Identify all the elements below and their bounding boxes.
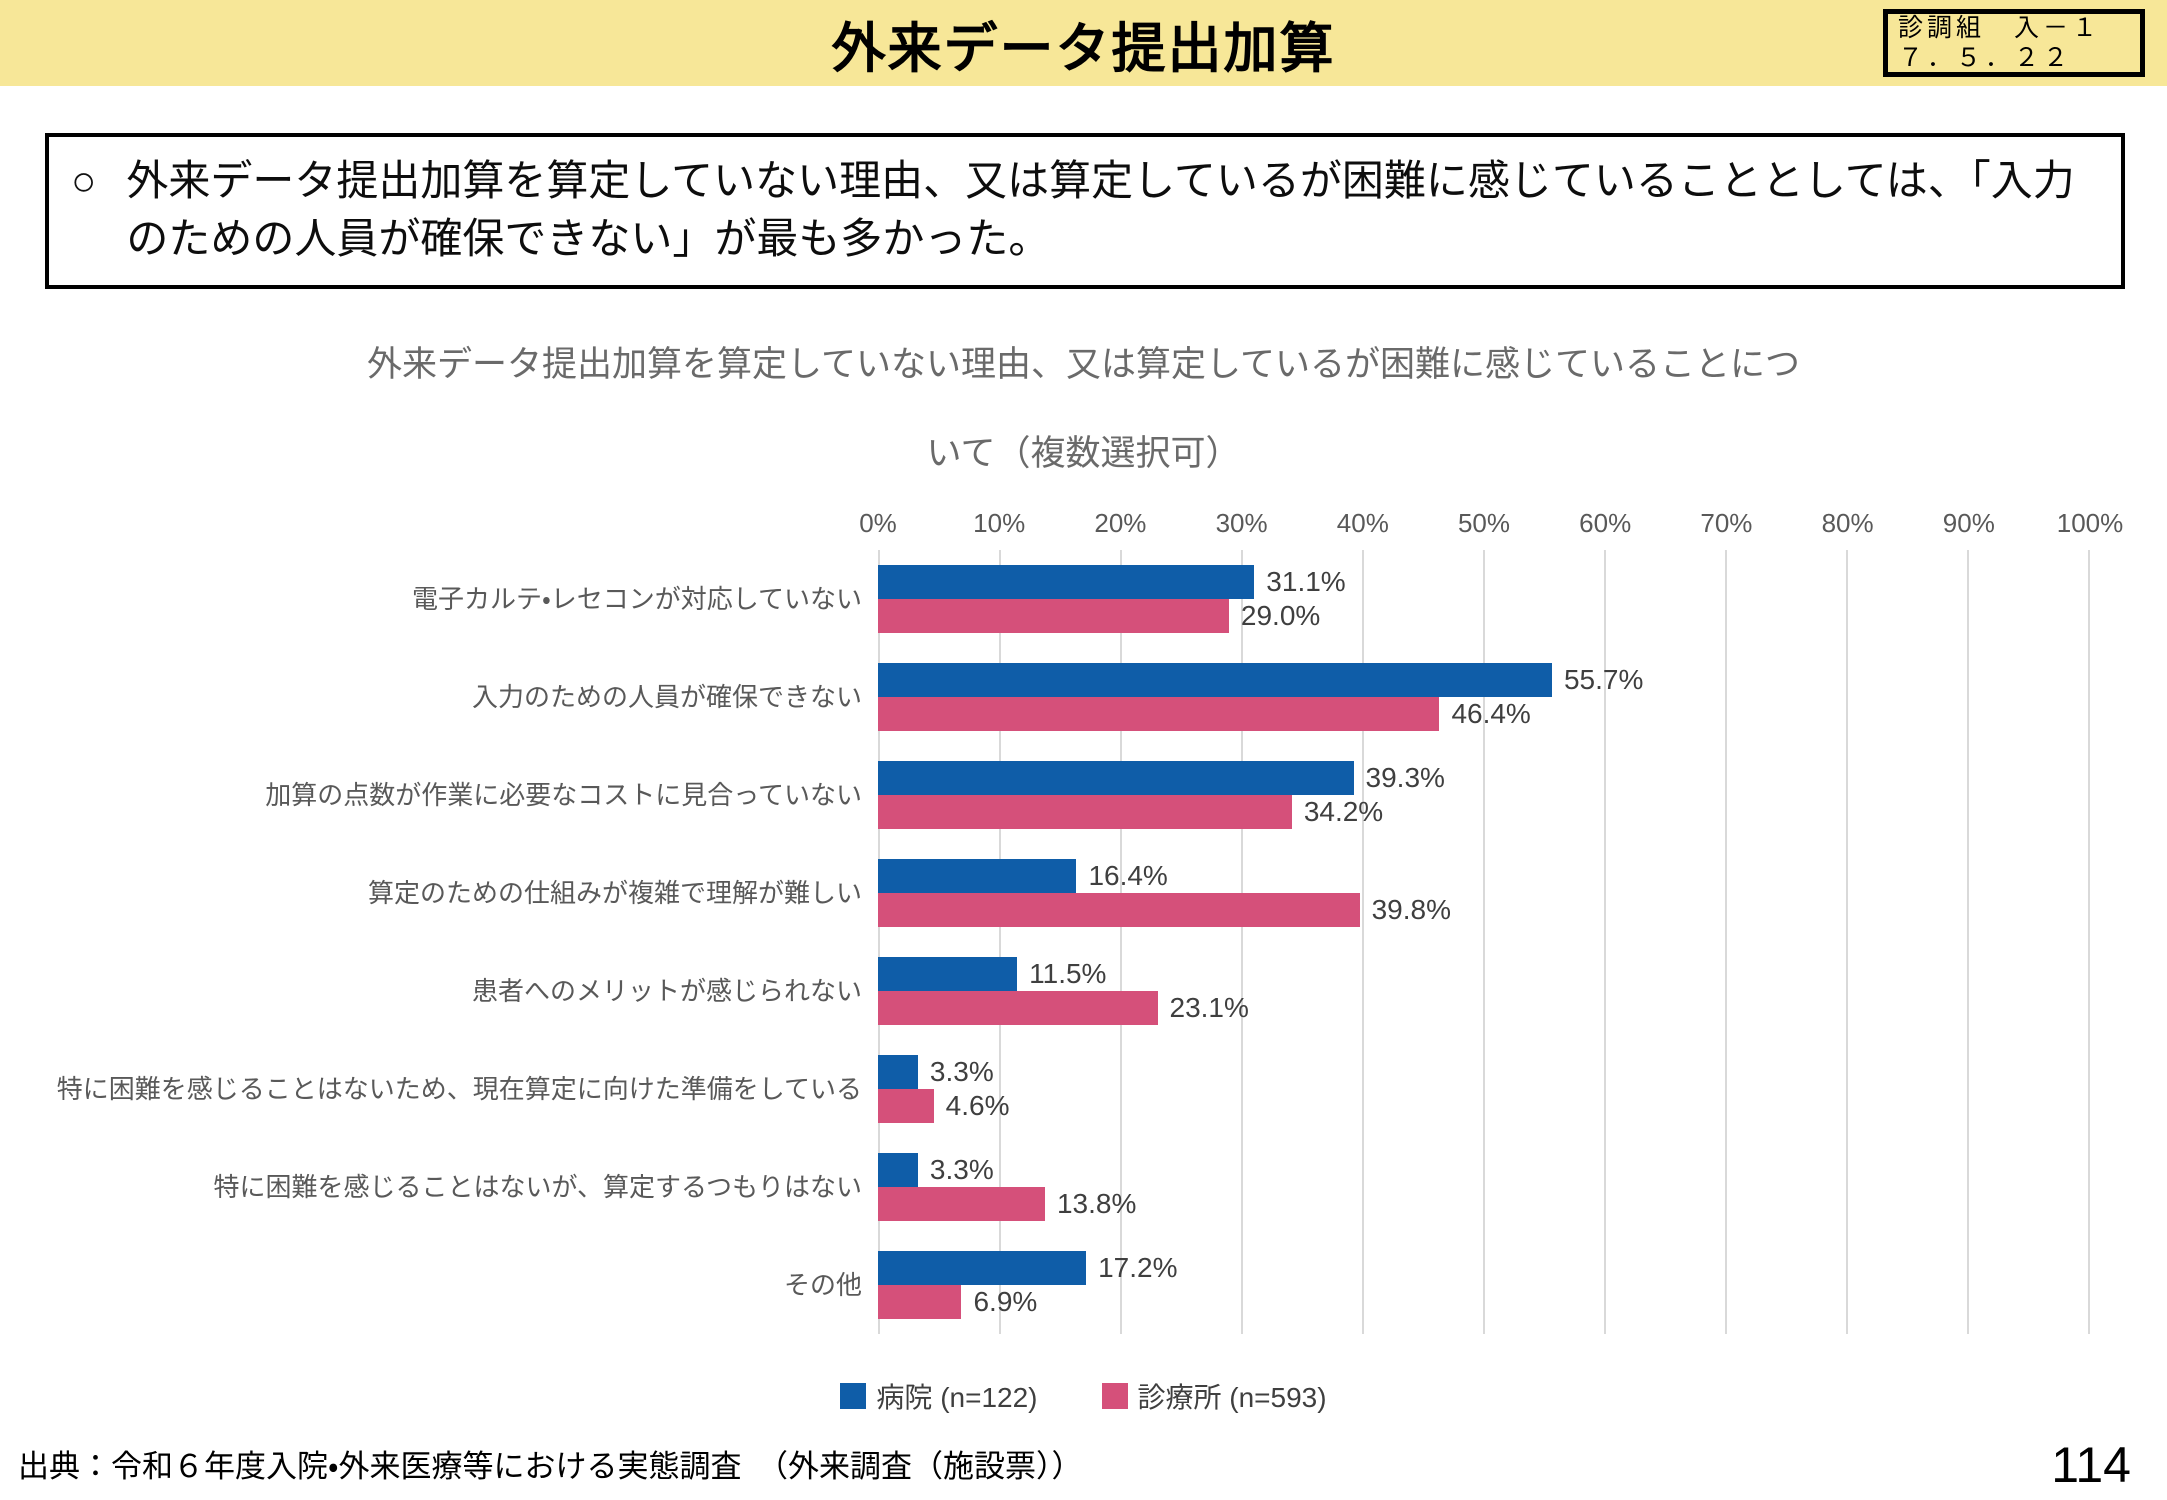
- bar-row: 3.3%: [878, 1153, 2088, 1187]
- legend-label-hospital: 病院 (n=122): [876, 1382, 1038, 1413]
- chart-grid: 0% 10% 20% 30% 40% 50% 60% 70% 80% 90% 100% 電子カルテ・…: [0, 506, 2123, 1334]
- bar-row: 39.8%: [878, 893, 2088, 927]
- bar-clinic: [878, 1285, 962, 1319]
- value-label: 6.9%: [973, 1286, 1038, 1317]
- page-title: 外来データ提出加算: [831, 18, 1336, 79]
- value-label: 16.4%: [1088, 860, 1168, 891]
- bar-clinic: [878, 599, 1229, 633]
- bar-row: 39.3%: [878, 761, 2088, 795]
- bar-row: 17.2%: [878, 1251, 2088, 1285]
- bar-clinic: [878, 991, 1158, 1025]
- value-label: 13.8%: [1056, 1188, 1137, 1219]
- bar-row: 31.1%: [878, 565, 2088, 599]
- value-label: 23.1%: [1169, 992, 1249, 1023]
- doc-ref-box: 診調組 入－１ ７．５．２２: [1883, 9, 2145, 77]
- summary-bullet-circle: ○: [71, 157, 97, 204]
- legend-item-hospital: 病院 (n=122): [840, 1376, 1038, 1416]
- value-label: 3.3%: [929, 1154, 994, 1185]
- bar-hospital: [878, 957, 1018, 991]
- value-label: 55.7%: [1563, 664, 1644, 695]
- value-label: 11.5%: [1029, 958, 1107, 989]
- x-tick: 90%: [1942, 508, 1995, 538]
- bar-hospital: [878, 1055, 918, 1089]
- x-tick: 0%: [859, 508, 897, 538]
- x-tick: 30%: [1215, 508, 1268, 538]
- x-tick: 40%: [1336, 508, 1389, 538]
- x-tick: 70%: [1700, 508, 1753, 538]
- value-label: 46.4%: [1451, 698, 1531, 729]
- x-tick: 20%: [1094, 508, 1147, 538]
- x-tick: 100%: [2056, 508, 2124, 538]
- bar-row: 29.0%: [878, 599, 2088, 633]
- bar-row: 16.4%: [878, 859, 2088, 893]
- plot-cell: 55.7% 46.4%: [878, 648, 2090, 746]
- bar-row: 55.7%: [878, 663, 2088, 697]
- bar-hospital: [878, 663, 1552, 697]
- bar-row: 34.2%: [878, 795, 2088, 829]
- value-label: 39.3%: [1365, 762, 1445, 793]
- summary-text: 外来データ提出加算を算定していない理由、又は算定しているが困難に感じていることと…: [126, 157, 2075, 262]
- bar-hospital: [878, 761, 1354, 795]
- value-label: 17.2%: [1098, 1252, 1178, 1283]
- bar-clinic: [878, 795, 1292, 829]
- plot-cell: 31.1% 29.0%: [878, 550, 2090, 648]
- bar-hospital: [878, 859, 1077, 893]
- value-label: 4.6%: [945, 1090, 1010, 1121]
- bar-clinic: [878, 697, 1440, 731]
- bar-row: 6.9%: [878, 1285, 2088, 1319]
- bar-hospital: [878, 1251, 1087, 1285]
- doc-ref-line2: ７．５．２２: [1898, 44, 2073, 72]
- header-band: 外来データ提出加算: [0, 0, 2167, 86]
- category-label: その他: [783, 1269, 862, 1300]
- bar-row: 46.4%: [878, 697, 2088, 731]
- plot-cell: 3.3% 4.6%: [878, 1040, 2090, 1138]
- category-label: 電子カルテ・レセコンが対応していない: [411, 583, 862, 614]
- bar-row: 11.5%: [878, 957, 2088, 991]
- legend-swatch-clinic: [1101, 1383, 1128, 1409]
- value-label: 3.3%: [929, 1056, 994, 1087]
- x-tick: 10%: [973, 508, 1026, 538]
- category-label: 入力のための人員が確保できない: [471, 681, 862, 712]
- x-axis-ticks: 0% 10% 20% 30% 40% 50% 60% 70% 80% 90% 100%: [859, 506, 2123, 550]
- axis-label-spacer: [0, 506, 878, 550]
- bar-hospital: [878, 1153, 918, 1187]
- category-label: 患者へのメリットが感じられない: [471, 975, 862, 1006]
- doc-ref-line1: 診調組 入－１: [1898, 14, 2102, 42]
- plot-cell: 16.4% 39.8%: [878, 844, 2090, 942]
- bar-clinic: [878, 1089, 934, 1123]
- category-label: 算定のための仕組みが複雑で理解が難しい: [367, 877, 862, 908]
- legend-swatch-hospital: [840, 1383, 867, 1409]
- bar-hospital: [878, 565, 1255, 599]
- bar-row: 4.6%: [878, 1089, 2088, 1123]
- legend-label-clinic: 診療所 (n=593): [1137, 1382, 1327, 1413]
- value-label: 39.8%: [1371, 894, 1451, 925]
- chart-legend: 病院 (n=122) 診療所 (n=593): [0, 1376, 2167, 1416]
- category-label: 特に困難を感じることはないが、算定するつもりはない: [213, 1171, 862, 1202]
- bar-row: 13.8%: [878, 1187, 2088, 1221]
- plot-cell: 3.3% 13.8%: [878, 1138, 2090, 1236]
- legend-item-clinic: 診療所 (n=593): [1101, 1376, 1327, 1416]
- x-tick: 80%: [1821, 508, 1874, 538]
- page-number: 114: [2051, 1437, 2131, 1493]
- category-label: 加算の点数が作業に必要なコストに見合っていない: [265, 779, 862, 810]
- value-label: 34.2%: [1303, 796, 1384, 827]
- value-label: 31.1%: [1266, 566, 1346, 597]
- plot-cell: 39.3% 34.2%: [878, 746, 2090, 844]
- x-tick: 50%: [1457, 508, 1511, 538]
- bar-chart: 外来データ提出加算を算定していない理由、又は算定しているが困難に感じていることに…: [0, 336, 2167, 1416]
- bar-clinic: [878, 893, 1360, 927]
- category-label: 特に困難を感じることはないため、現在算定に向けた準備をしている: [56, 1073, 862, 1104]
- value-label: 29.0%: [1240, 600, 1321, 631]
- bar-row: 3.3%: [878, 1055, 2088, 1089]
- plot-cell: 11.5% 23.1%: [878, 942, 2090, 1040]
- source-text: 出典：令和６年度入院・外来医療等における実態調査 （外来調査（施設票））: [18, 1449, 1083, 1484]
- x-tick: 60%: [1579, 508, 1632, 538]
- bar-clinic: [878, 1187, 1045, 1221]
- bar-row: 23.1%: [878, 991, 2088, 1025]
- plot-cell: 17.2% 6.9%: [878, 1236, 2090, 1334]
- summary-box: ○ 外来データ提出加算を算定していない理由、又は算定しているが困難に感じているこ…: [45, 133, 2125, 289]
- chart-title-line2: いて（複数選択可）: [926, 434, 1241, 473]
- chart-title-line1: 外来データ提出加算を算定していない理由、又は算定しているが困難に感じていることに…: [367, 345, 1800, 384]
